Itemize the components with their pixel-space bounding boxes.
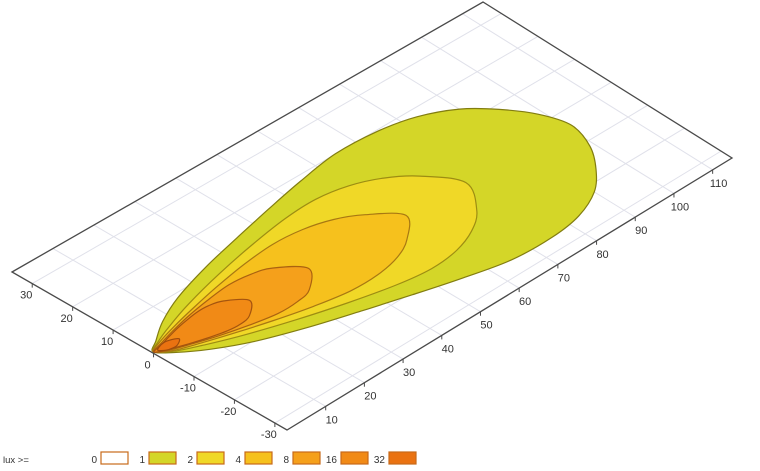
legend-swatch-32: [388, 451, 417, 465]
legend-value-1: 1: [139, 455, 145, 466]
distance-tick-label: 90: [635, 225, 647, 237]
plot-border: [10, 1, 734, 431]
axis-ticks: [31, 169, 714, 428]
axes: [10, 1, 734, 431]
width-tick-label: 20: [61, 313, 73, 325]
contour-level-32: [156, 337, 181, 352]
contours: [151, 107, 598, 354]
legend-swatch-8: [292, 451, 321, 465]
legend-swatch-1: [148, 451, 177, 465]
legend-value-32: 32: [374, 455, 386, 466]
legend-title: lux >=: [3, 455, 29, 466]
distance-tick-label: 60: [519, 296, 531, 308]
width-tick-label: 10: [101, 336, 113, 348]
legend-value-16: 16: [326, 455, 338, 466]
grid-line-distance: [421, 36, 675, 194]
width-tick-label: 30: [20, 290, 32, 302]
grid-line-width: [72, 35, 539, 308]
legend-swatch-16: [340, 451, 369, 465]
legend-swatch-2: [196, 451, 225, 465]
distance-tick-label: 70: [558, 272, 570, 284]
distance-tick-label: 30: [403, 367, 415, 379]
distance-tick-label: 100: [671, 201, 689, 213]
legend-value-0: 0: [91, 455, 97, 466]
legend-swatch-4: [244, 451, 273, 465]
legend-value-4: 4: [235, 455, 241, 466]
width-tick-label: -30: [261, 429, 277, 441]
legend: lux >= 0 1 2 4 8 16 32: [3, 451, 417, 466]
distance-tick-label: 10: [326, 414, 338, 426]
width-tick-label: 0: [144, 359, 150, 371]
grid-line-width: [31, 13, 502, 285]
distance-tick-label: 50: [480, 320, 492, 332]
distance-tick-label: 110: [710, 178, 728, 190]
legend-value-2: 2: [187, 455, 193, 466]
legend-swatch-0: [100, 451, 129, 465]
width-tick-label: -20: [220, 406, 236, 418]
distance-tick-label: 20: [364, 391, 376, 403]
distance-tick-label: 80: [596, 249, 608, 261]
grid-line-width: [274, 150, 722, 424]
legend-value-8: 8: [283, 455, 289, 466]
distance-tick-label: 40: [442, 343, 454, 355]
width-tick-label: -10: [180, 383, 196, 395]
grid-line-distance: [462, 13, 713, 171]
